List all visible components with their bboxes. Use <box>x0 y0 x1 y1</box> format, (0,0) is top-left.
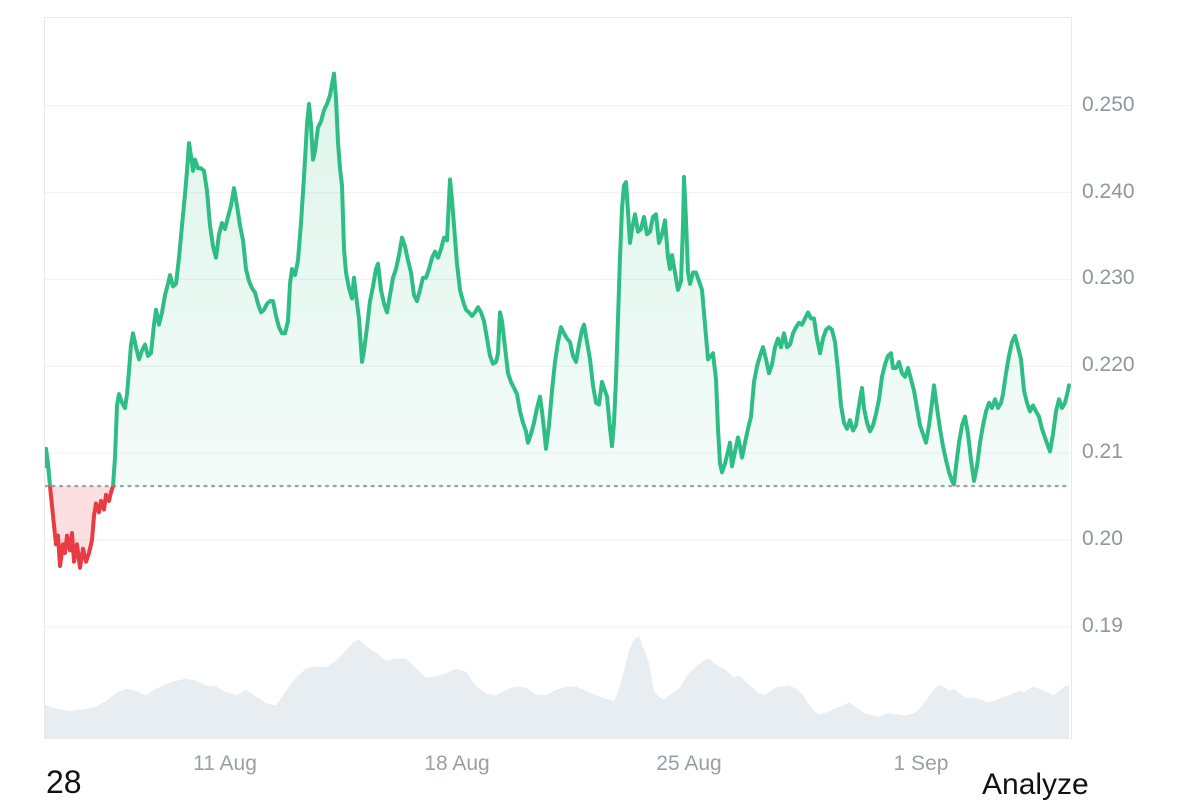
chart-container <box>44 17 1072 739</box>
y-tick-label: 0.240 <box>1082 180 1135 203</box>
price-chart-plot[interactable] <box>45 18 1071 738</box>
analyze-button[interactable]: Analyze <box>982 768 1089 800</box>
y-tick-label: 0.21 <box>1082 440 1123 463</box>
volume-area <box>45 636 1069 738</box>
x-tick-label: 11 Aug <box>193 752 257 775</box>
y-tick-label: 0.19 <box>1082 614 1123 637</box>
x-tick-label: 25 Aug <box>656 752 722 775</box>
y-tick-label: 0.20 <box>1082 527 1123 550</box>
x-tick-label: 18 Aug <box>424 752 490 775</box>
y-tick-label: 0.220 <box>1082 353 1135 376</box>
y-tick-label: 0.250 <box>1082 93 1135 116</box>
price-area-up <box>45 73 1069 487</box>
x-tick-label: 1 Sep <box>893 752 949 775</box>
y-tick-label: 0.230 <box>1082 266 1135 289</box>
footer-label-28: 28 <box>46 764 82 800</box>
price-line-up <box>45 71 1071 487</box>
